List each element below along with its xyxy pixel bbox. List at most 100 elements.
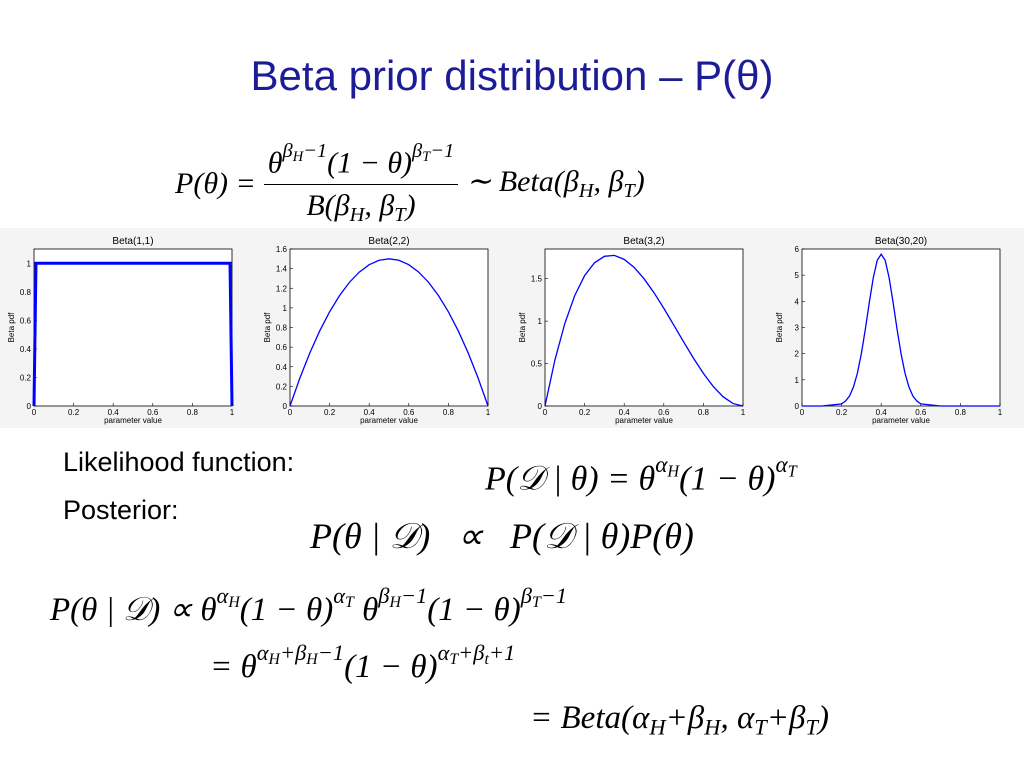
fraction: θβH−1(1 − θ)βT−1 B(βH, βT) bbox=[263, 140, 459, 227]
x-axis-label: parameter value bbox=[872, 416, 930, 425]
math-fragment: T bbox=[449, 651, 459, 669]
x-tick-label: 0.6 bbox=[915, 408, 927, 417]
x-tick-label: 0.2 bbox=[324, 408, 336, 417]
math-fragment: , β bbox=[364, 189, 395, 223]
y-tick-label: 0.2 bbox=[276, 382, 288, 391]
math-fragment: P(θ | 𝒟) ∝ θ bbox=[50, 591, 217, 628]
plot-area bbox=[33, 248, 233, 407]
math-fragment: −1 bbox=[303, 140, 328, 162]
chart-title: Beta(2,2) bbox=[368, 236, 409, 247]
math-fragment: β bbox=[412, 140, 423, 162]
math-fragment: H bbox=[578, 180, 594, 203]
math-fragment: = θ bbox=[210, 648, 257, 685]
math-fragment: H bbox=[704, 714, 721, 740]
y-tick-label: 1 bbox=[283, 304, 288, 313]
math-fragment: (1 − θ) bbox=[344, 648, 438, 685]
y-tick-label: 1 bbox=[27, 259, 32, 268]
y-tick-label: 0 bbox=[795, 402, 800, 411]
math-fragment: α bbox=[216, 583, 229, 608]
y-tick-label: 0 bbox=[538, 402, 543, 411]
y-tick-label: 1 bbox=[795, 376, 800, 385]
math-fragment: (1 − θ) bbox=[679, 460, 776, 498]
math-fragment: +β bbox=[766, 700, 806, 736]
posterior-equation: P(θ | 𝒟) ∝ P(𝒟 | θ)P(θ) bbox=[310, 515, 694, 558]
equation-part: P(θ) = bbox=[175, 167, 256, 201]
math-fragment: −1 bbox=[400, 583, 428, 608]
math-fragment: θ bbox=[353, 591, 379, 628]
math-fragment: (1 − θ) bbox=[239, 591, 334, 628]
y-tick-label: 0.4 bbox=[276, 363, 288, 372]
math-fragment: T bbox=[787, 461, 797, 481]
x-tick-label: 0.8 bbox=[698, 408, 710, 417]
y-tick-label: 0.6 bbox=[20, 316, 32, 325]
x-tick-label: 0.2 bbox=[68, 408, 80, 417]
derivation-line: = θαH+βH−1(1 − θ)αT+βt+1 bbox=[210, 640, 515, 686]
x-tick-label: 0.4 bbox=[364, 408, 376, 417]
math-fragment: +1 bbox=[488, 640, 516, 665]
numerator: θβH−1(1 − θ)βT−1 bbox=[263, 140, 459, 186]
math-fragment: α bbox=[256, 640, 269, 665]
plot-area bbox=[801, 248, 1001, 407]
y-tick-label: 1.5 bbox=[531, 275, 543, 284]
charts: Beta(1,1) parameter value Beta pdf 0 0.2 0.4 0… bbox=[0, 228, 1024, 428]
math-fragment: (1 − θ) bbox=[427, 591, 521, 628]
x-axis-label: parameter value bbox=[360, 416, 418, 425]
x-tick-label: 1 bbox=[486, 408, 491, 417]
x-tick-label: 0.2 bbox=[836, 408, 848, 417]
x-tick-label: 1 bbox=[741, 408, 746, 417]
math-fragment: T bbox=[345, 594, 354, 612]
chart-title: Beta(1,1) bbox=[112, 236, 153, 247]
math-fragment: −1 bbox=[430, 140, 455, 162]
math-fragment: H bbox=[649, 714, 666, 740]
pdf-line bbox=[289, 258, 489, 407]
plot-area bbox=[544, 248, 744, 407]
y-tick-label: 0.8 bbox=[276, 324, 288, 333]
math-fragment: ∼ Beta(β bbox=[466, 165, 579, 199]
y-tick-label: 3 bbox=[795, 324, 800, 333]
math-fragment: ) bbox=[634, 165, 645, 199]
derivation-line: = Beta(αH+βH, αT+βT) bbox=[530, 700, 829, 741]
math-fragment: P(θ) = bbox=[175, 166, 256, 200]
math-fragment: α bbox=[775, 452, 788, 478]
x-tick-label: 0 bbox=[32, 408, 37, 417]
y-tick-label: 0.8 bbox=[20, 288, 32, 297]
x-tick-label: 0.2 bbox=[579, 408, 591, 417]
math-fragment: T bbox=[394, 204, 406, 227]
math-fragment: (1 − θ) bbox=[327, 146, 413, 180]
y-tick-label: 2 bbox=[795, 350, 800, 359]
math-fragment: H bbox=[292, 148, 304, 165]
y-tick-label: 4 bbox=[795, 297, 800, 306]
y-tick-label: 1 bbox=[538, 317, 543, 326]
y-tick-label: 6 bbox=[795, 245, 800, 254]
likelihood-equation: P(𝒟 | θ) = θαH(1 − θ)αT bbox=[485, 452, 797, 498]
math-fragment: −1 bbox=[317, 640, 345, 665]
y-tick-label: 0.2 bbox=[20, 373, 32, 382]
x-tick-label: 0.8 bbox=[955, 408, 967, 417]
math-fragment: H bbox=[349, 204, 365, 227]
math-fragment: α bbox=[437, 640, 450, 665]
x-tick-label: 0 bbox=[800, 408, 805, 417]
math-fragment: H bbox=[306, 651, 318, 669]
math-fragment: −1 bbox=[540, 583, 568, 608]
y-tick-label: 0.5 bbox=[531, 360, 543, 369]
math-fragment: T bbox=[531, 594, 541, 612]
y-tick-label: 1.2 bbox=[276, 284, 288, 293]
x-tick-label: 0.8 bbox=[187, 408, 199, 417]
math-fragment: P(𝒟 | θ) = θ bbox=[485, 460, 656, 498]
math-fragment: H bbox=[389, 594, 401, 612]
x-tick-label: 0.4 bbox=[619, 408, 631, 417]
x-tick-label: 0.6 bbox=[403, 408, 415, 417]
math-fragment: T bbox=[623, 180, 635, 203]
y-tick-label: 1.6 bbox=[276, 245, 288, 254]
y-tick-label: 0.4 bbox=[20, 345, 32, 354]
y-tick-label: 0 bbox=[27, 402, 32, 411]
pdf-line bbox=[544, 254, 744, 407]
x-tick-label: 0.4 bbox=[108, 408, 120, 417]
math-fragment: β bbox=[282, 140, 293, 162]
equation-part: ∼ Beta(βH, βT) bbox=[466, 164, 645, 203]
math-fragment: H bbox=[268, 651, 280, 669]
plot-area bbox=[289, 248, 489, 407]
math-fragment: , α bbox=[720, 700, 755, 736]
math-fragment: = Beta(α bbox=[530, 700, 650, 736]
